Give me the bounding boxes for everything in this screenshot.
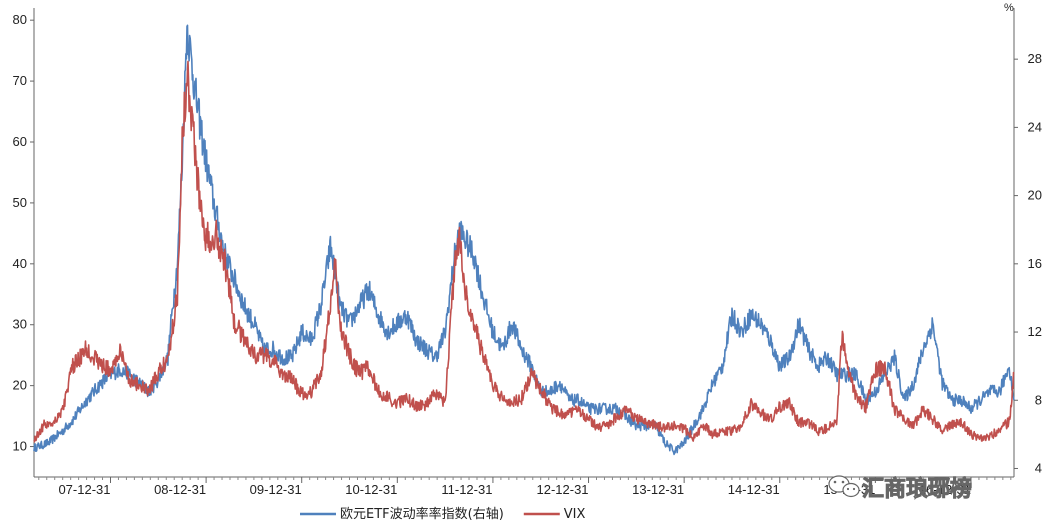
wechat-icon — [828, 475, 860, 498]
axes: 10 20 30 40 50 60 70 80 4 8 12 16 20 24 28 07-12-31 08-1… — [13, 8, 1042, 497]
y-right-tick-label: 28 — [1028, 51, 1042, 66]
y-left-tick-label: 40 — [13, 256, 27, 271]
x-tick-label: 09-12-31 — [250, 482, 302, 497]
y-right-tick-label: 12 — [1028, 324, 1042, 339]
y-left-tick-label: 80 — [13, 12, 27, 27]
x-tick-label: 10-12-31 — [345, 482, 397, 497]
y-right-tick-label: 20 — [1028, 188, 1042, 203]
watermark: 汇商琅琊榜 — [828, 475, 972, 502]
x-tick-label: 08-12-31 — [154, 482, 206, 497]
legend-label: 欧元ETF波动率率指数(右轴) — [340, 506, 504, 522]
x-tick-label: 16-12-31 — [919, 482, 971, 497]
y-right-tick-label: 4 — [1035, 460, 1042, 475]
y-right-tick-label: 24 — [1028, 119, 1042, 134]
series-layer — [33, 24, 1015, 456]
y-right-tick-label: 16 — [1028, 256, 1042, 271]
y-right-tick-label: 8 — [1035, 392, 1042, 407]
y-left-tick-label: 20 — [13, 378, 27, 393]
y-left-tick-label: 70 — [13, 73, 27, 88]
watermark-text: 汇商琅琊榜 — [862, 476, 972, 502]
x-tick-label: 12-12-31 — [537, 482, 589, 497]
x-tick-label: 07-12-31 — [58, 482, 110, 497]
y-left-tick-label: 50 — [13, 195, 27, 210]
x-tick-label: 14-12-31 — [728, 482, 780, 497]
x-tick-label: 11-12-31 — [441, 482, 492, 497]
y-left-tick-label: 60 — [13, 134, 27, 149]
legend: 欧元ETF波动率率指数(右轴) VIX — [300, 506, 586, 522]
x-tick-label: 13-12-31 — [632, 482, 684, 497]
series-line-vix — [33, 60, 1015, 443]
legend-label: VIX — [564, 507, 586, 522]
y-left-tick-label: 30 — [13, 317, 27, 332]
right-axis-unit: % — [1004, 2, 1014, 14]
y-left-tick-label: 10 — [13, 439, 27, 454]
